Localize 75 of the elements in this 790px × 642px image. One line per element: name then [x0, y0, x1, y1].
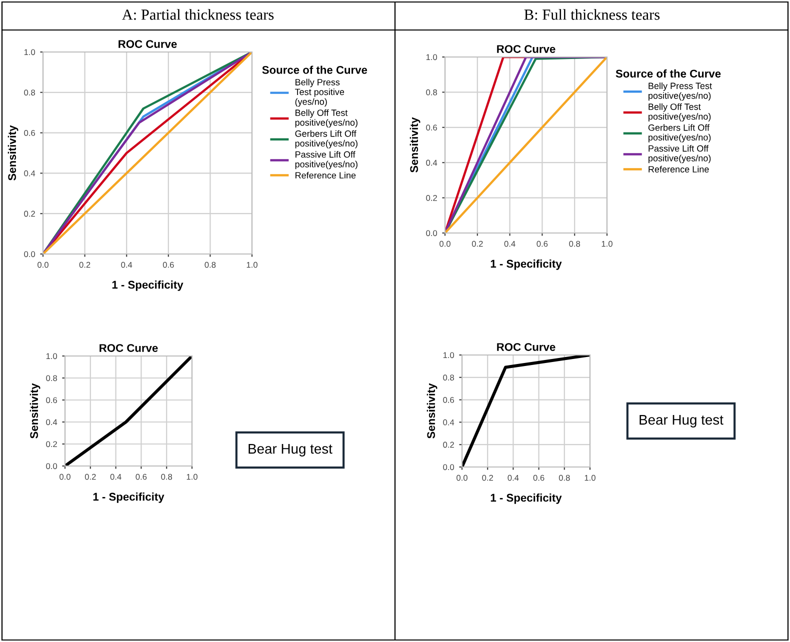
y-axis-title: Sensitivity [8, 125, 18, 180]
y-tick-label: 0.0 [46, 463, 58, 470]
y-tick-label: 0.8 [24, 90, 35, 96]
y-tick-label: 0.6 [426, 124, 437, 130]
legend-label: Belly Off Test positive(yes/no) [295, 109, 358, 128]
y-tick-label: 0.8 [426, 89, 437, 96]
legend-label: Belly Off Test positive(yes/no) [648, 103, 711, 122]
legend-title: Source of the Curve [616, 69, 721, 78]
y-axis-title: Sensitivity [426, 383, 438, 438]
y-tick-label: 1.0 [443, 352, 454, 358]
legend-label: Reference Line [648, 166, 709, 172]
x-tick-label: 0.8 [569, 240, 580, 247]
x-axis-title: 1 - Specificity [490, 260, 562, 270]
y-tick-label: 0.2 [24, 210, 35, 217]
y-tick-label: 0.8 [443, 374, 454, 380]
y-tick-label: 1.0 [46, 353, 58, 360]
text: Bear Hug test [640, 415, 724, 428]
x-tick-label: 0.2 [482, 474, 493, 481]
x-tick-label: 0.0 [38, 262, 48, 268]
x-axis-title: 1 - Specificity [490, 494, 562, 504]
x-axis-title: 1 - Specificity [112, 280, 184, 291]
legend-label: Passive Lift Off positive(yes/no) [295, 151, 358, 170]
x-tick-label: 1.0 [246, 262, 258, 268]
y-tick-label: 0.0 [443, 464, 454, 470]
y-tick-label: 0.4 [24, 170, 36, 176]
x-tick-label: 0.8 [558, 474, 570, 481]
x-tick-label: 0.2 [79, 262, 90, 268]
y-tick-label: 0.4 [46, 419, 58, 426]
legend-label: Gerbers Lift Off positive(yes/no) [295, 130, 358, 148]
x-tick-label: 0.0 [456, 474, 468, 481]
x-tick-label: 0.6 [136, 474, 147, 480]
y-tick-label: 0.2 [46, 441, 57, 448]
y-axis-title: Sensitivity [410, 117, 420, 172]
legend-label: Belly Press Test positive(yes/no) [648, 82, 712, 101]
x-tick-label: 1.0 [584, 474, 596, 481]
y-tick-label: 0.8 [46, 375, 57, 382]
legend-label: Reference Line [296, 172, 356, 179]
y-tick-label: 0.2 [443, 442, 454, 448]
chart-title: ROC Curve [100, 344, 158, 352]
x-tick-label: 0.4 [504, 240, 516, 247]
x-tick-label: 0.6 [536, 240, 548, 247]
legend-title: Source of the Curve [262, 66, 368, 74]
legend-label: Gerbers Lift Off positive(yes/no) [648, 124, 711, 142]
chart-subtitle: A: Partial thickness tears [122, 9, 274, 20]
y-tick-label: 1.0 [426, 54, 438, 60]
x-axis-title: 1 - Specificity [93, 492, 164, 503]
y-tick-label: 0.0 [24, 251, 36, 258]
y-tick-label: 0.6 [24, 130, 35, 136]
chart-title: ROC Curve [497, 45, 556, 53]
x-tick-label: 0.0 [60, 474, 70, 480]
x-tick-label: 0.6 [533, 474, 544, 481]
x-tick-label: 0.8 [204, 262, 216, 268]
x-tick-label: 0.2 [472, 240, 483, 247]
x-tick-label: 1.0 [602, 240, 612, 247]
y-tick-label: 0.2 [426, 195, 437, 201]
y-tick-label: 0.4 [426, 160, 438, 166]
x-tick-label: 1.0 [186, 474, 198, 480]
y-tick-label: 0.6 [443, 397, 454, 403]
chart-subtitle: B: Full thickness tears [524, 9, 660, 20]
y-tick-label: 1.0 [24, 49, 36, 56]
x-tick-label: 0.2 [84, 474, 96, 480]
text: Bear Hug test [248, 444, 332, 456]
x-tick-label: 0.8 [161, 474, 172, 480]
x-tick-label: 0.4 [110, 474, 122, 480]
y-tick-label: 0.6 [46, 397, 57, 404]
legend-label: Belly Press Test positive (yes/no) [294, 78, 344, 107]
chart-title: ROC Curve [497, 343, 556, 351]
chart-title: ROC Curve [118, 40, 177, 48]
legend-label: Passive Lift Off positive(yes/no) [648, 145, 711, 164]
y-tick-label: 0.0 [426, 230, 438, 236]
y-axis-title: Sensitivity [30, 383, 40, 438]
x-tick-label: 0.6 [162, 262, 174, 268]
y-tick-label: 0.4 [443, 419, 454, 426]
x-tick-label: 0.4 [121, 262, 132, 268]
x-tick-label: 0.4 [508, 474, 519, 481]
